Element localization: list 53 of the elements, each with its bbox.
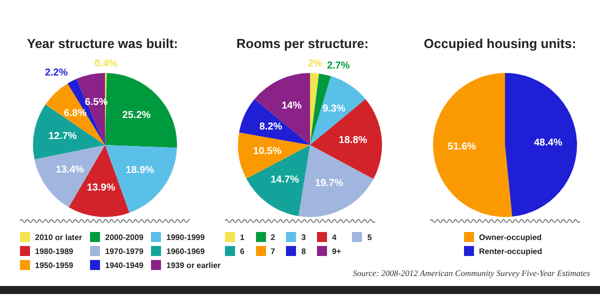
pie-slice	[298, 145, 374, 217]
pie-slice	[254, 73, 310, 145]
data-label: 6.8%	[64, 108, 87, 120]
legend-label: 4	[330, 232, 338, 242]
data-label: 10.5%	[253, 146, 282, 158]
legend-label: 2010 or later	[34, 232, 82, 242]
pie-slice	[310, 73, 320, 145]
legend-label: Renter-occupied	[478, 246, 544, 256]
data-label: 0.4%	[94, 58, 118, 70]
legend-label: 3	[300, 232, 307, 242]
data-label: 25.2%	[122, 110, 151, 121]
pie-slice	[246, 145, 310, 216]
data-label: 2.2%	[44, 68, 68, 79]
data-label: 13.9%	[86, 182, 116, 194]
data-label: 18.9%	[126, 165, 154, 176]
data-label: 2%	[308, 58, 322, 70]
data-label: 14%	[282, 100, 302, 112]
legend-label: 7	[270, 246, 276, 256]
legend-label: 8	[300, 246, 307, 256]
chart-title: Year structure was built:	[26, 36, 179, 51]
chart-title: Rooms per structure:	[235, 36, 370, 51]
pie-slice	[505, 73, 577, 217]
legend-label: 1970-1979	[104, 246, 144, 256]
legend-label: 2	[270, 232, 276, 242]
legend-label: Owner-occupied	[478, 232, 543, 242]
legend-label: 1940-1949	[104, 260, 144, 270]
data-label: 12.7%	[48, 131, 77, 142]
data-label: 18.8%	[338, 135, 368, 146]
legend-label: 1939 or earlier	[165, 260, 221, 270]
chart-title: Occupied housing units:	[422, 36, 578, 51]
data-label: 19.7%	[314, 178, 344, 190]
legend-label: 2000-2009	[104, 232, 144, 242]
pie-slice	[310, 99, 382, 180]
legend-label: 6	[239, 246, 246, 256]
pie-slice	[310, 76, 366, 145]
data-label: 9.3%	[322, 104, 346, 115]
legend-label: 1960-1969	[165, 246, 206, 256]
data-label: 48.4%	[534, 137, 562, 148]
legend-label: 1990-1999	[165, 232, 206, 242]
pie-slice	[33, 104, 105, 160]
data-label: 13.4%	[56, 164, 84, 176]
pie-slice	[239, 99, 310, 145]
data-label: 51.6%	[448, 142, 476, 153]
legend-label: 1980-1989	[34, 246, 74, 256]
legend-label: 5	[366, 232, 373, 242]
pie-slice	[433, 73, 512, 217]
data-label: 2.7%	[326, 60, 350, 72]
data-label: 14.7%	[270, 174, 300, 186]
legend-label: 1950-1959	[34, 260, 74, 270]
source-note: Source: 2008-2012 American Community Survey Five-Year Estimates	[352, 268, 590, 278]
data-label: 8.2%	[259, 121, 282, 132]
legend-label: 9+	[330, 246, 342, 256]
legend-label: 1	[239, 232, 246, 242]
